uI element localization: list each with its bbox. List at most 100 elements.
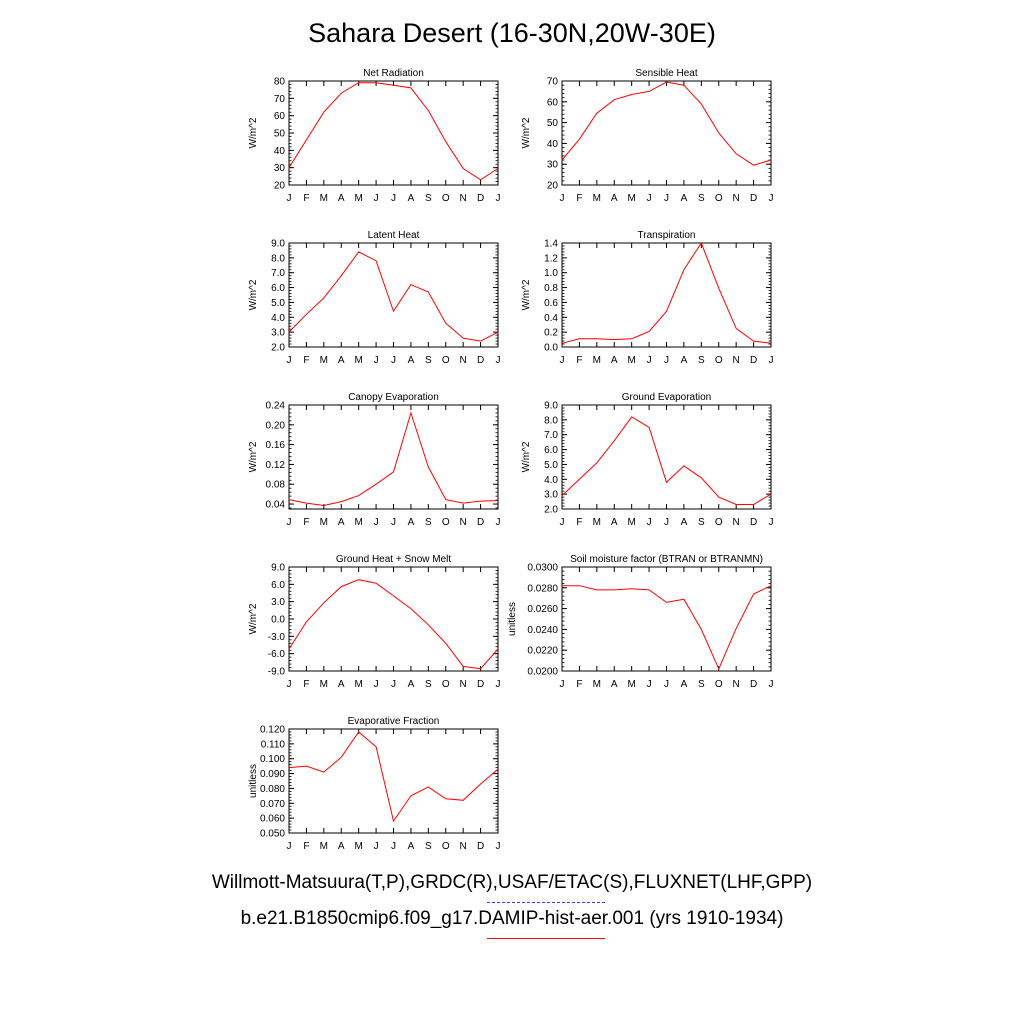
x-tick-label: M — [320, 679, 328, 690]
y-tick-label: 0.04 — [266, 500, 286, 511]
x-tick-label: J — [664, 679, 669, 690]
panel-3: Latent Heat W/m^2 2.0 3.0 4.0 5.0 6.0 7.0 8.0 9.0… — [248, 230, 501, 366]
series-line — [561, 241, 772, 344]
x-tick-label: F — [576, 517, 582, 528]
x-tick-label: F — [303, 193, 309, 204]
y-tick-label: 0.08 — [266, 480, 286, 491]
x-tick-label: O — [715, 679, 723, 690]
series-line — [562, 585, 772, 671]
panel-title: Evaporative Fraction — [348, 716, 440, 727]
series-line — [288, 411, 499, 507]
x-tick-label: J — [664, 355, 669, 366]
x-tick-label: A — [408, 193, 415, 204]
y-tick-label: 0.090 — [260, 769, 285, 780]
x-tick-label: J — [374, 193, 379, 204]
x-tick-label: O — [442, 193, 450, 204]
x-tick-label: F — [303, 841, 309, 852]
x-tick-label: F — [576, 193, 582, 204]
y-tick-label: 6.0 — [544, 445, 558, 456]
x-tick-label: M — [320, 355, 328, 366]
y-tick-label: 0.070 — [260, 799, 285, 810]
y-tick-label: 0.8 — [544, 283, 558, 294]
x-tick-label: M — [354, 679, 362, 690]
x-tick-label: J — [391, 517, 396, 528]
y-tick-label: 5.0 — [544, 460, 558, 471]
y-tick-label: 2.0 — [271, 343, 285, 354]
y-tick-label: 9.0 — [271, 563, 285, 574]
plot-frame — [288, 242, 499, 348]
panel-title: Transpiration — [638, 230, 696, 241]
x-tick-label: J — [560, 679, 565, 690]
x-tick-label: J — [769, 517, 774, 528]
x-tick-label: M — [320, 193, 328, 204]
x-tick-label: J — [647, 193, 652, 204]
y-tick-label: 0.0 — [544, 343, 558, 354]
x-tick-label: F — [303, 355, 309, 366]
x-tick-label: S — [425, 193, 432, 204]
y-tick-label: 0.20 — [266, 420, 286, 431]
x-tick-label: J — [647, 679, 652, 690]
x-tick-label: M — [354, 841, 362, 852]
x-tick-label: A — [408, 841, 415, 852]
panel-title: Sensible Heat — [635, 68, 697, 79]
series-line — [288, 82, 499, 181]
x-tick-label: D — [750, 517, 757, 528]
x-tick-label: A — [338, 679, 345, 690]
x-tick-label: D — [477, 517, 484, 528]
y-axis-label: unitless — [507, 602, 518, 636]
y-axis-label: unitless — [248, 764, 259, 798]
x-tick-label: J — [391, 355, 396, 366]
x-tick-label: J — [769, 679, 774, 690]
x-tick-label: J — [769, 193, 774, 204]
x-tick-label: S — [425, 841, 432, 852]
y-tick-label: 7.0 — [544, 430, 558, 441]
x-tick-label: J — [391, 841, 396, 852]
x-tick-label: S — [698, 679, 705, 690]
y-tick-label: 0.0220 — [527, 646, 558, 657]
panel-4: Transpiration W/m^2 0.0 0.2 0.4 0.6 0.8 1.0 1.2 1… — [521, 230, 774, 366]
y-tick-label: 9.0 — [271, 239, 285, 250]
x-tick-label: D — [750, 679, 757, 690]
y-tick-label: 80 — [274, 77, 286, 88]
panel-7: Ground Heat + Snow Melt W/m^2 -9.0 -6.0 -3.0… — [248, 554, 501, 690]
y-tick-label: 0.050 — [260, 829, 285, 840]
y-tick-label: -9.0 — [268, 667, 286, 678]
x-tick-label: M — [627, 355, 635, 366]
x-tick-label: M — [593, 355, 601, 366]
y-tick-label: 0.060 — [260, 814, 285, 825]
x-tick-label: N — [460, 193, 467, 204]
x-tick-label: O — [715, 517, 723, 528]
x-tick-label: D — [477, 841, 484, 852]
x-tick-label: M — [354, 193, 362, 204]
x-tick-label: J — [560, 355, 565, 366]
x-tick-label: O — [442, 355, 450, 366]
x-tick-label: D — [750, 193, 757, 204]
x-tick-label: J — [287, 193, 292, 204]
y-tick-label: 20 — [274, 181, 286, 192]
y-tick-label: 8.0 — [544, 415, 558, 426]
x-tick-label: D — [477, 679, 484, 690]
y-tick-label: 2.0 — [544, 505, 558, 516]
y-tick-label: 3.0 — [271, 328, 285, 339]
y-tick-label: 9.0 — [544, 401, 558, 412]
y-tick-label: 30 — [547, 160, 559, 171]
x-tick-label: J — [769, 355, 774, 366]
y-tick-label: 0.0260 — [527, 604, 558, 615]
page-title: Sahara Desert (16-30N,20W-30E) — [308, 18, 716, 48]
panel-title: Latent Heat — [368, 230, 420, 241]
x-tick-label: O — [715, 355, 723, 366]
y-tick-label: 4.0 — [544, 475, 558, 486]
x-tick-label: A — [338, 517, 345, 528]
x-tick-label: O — [442, 679, 450, 690]
y-tick-label: 0.0200 — [527, 667, 558, 678]
y-tick-label: 1.0 — [544, 268, 558, 279]
series-line — [561, 416, 772, 505]
x-tick-label: J — [374, 355, 379, 366]
x-tick-label: J — [496, 193, 501, 204]
y-tick-label: 0.6 — [544, 298, 558, 309]
x-tick-label: F — [303, 517, 309, 528]
y-tick-label: 70 — [547, 77, 559, 88]
x-tick-label: J — [560, 517, 565, 528]
